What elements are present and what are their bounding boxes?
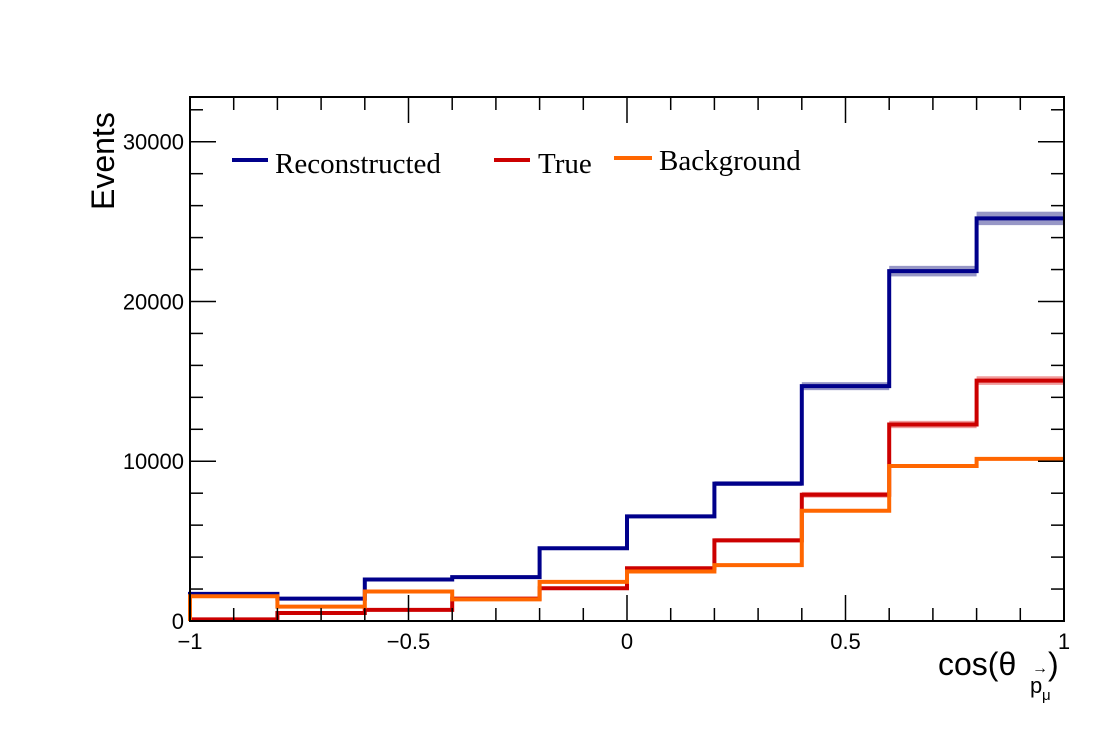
series-line-background: [188, 456, 1064, 621]
y-tick-label: 20000: [123, 289, 184, 314]
x-tick-label: −0.5: [387, 629, 430, 654]
y-axis-title: Events: [85, 112, 121, 210]
x-tick-label: −1: [177, 629, 202, 654]
x-axis-title-close: ): [1048, 646, 1059, 682]
x-axis-title-subscript: p: [1030, 673, 1042, 698]
legend-label-reconstructed: Reconstructed: [275, 148, 441, 180]
x-tick-label: 1: [1058, 629, 1070, 654]
y-tick-label: 10000: [123, 449, 184, 474]
series-lines: [188, 216, 1064, 622]
y-tick-label: 0: [172, 609, 184, 634]
x-tick-label: 0: [621, 629, 633, 654]
x-tick-label: 0.5: [830, 629, 861, 654]
tick-labels: −1 −0.5 0 0.5 1 0 10000 20000 30000: [123, 130, 1070, 654]
series-line-true: [188, 378, 1064, 622]
legend-label-true: True: [538, 148, 592, 180]
legend-label-background: Background: [659, 145, 801, 177]
x-axis-title-subsubscript: μ: [1042, 687, 1051, 704]
legend: Reconstructed True Background: [232, 145, 801, 180]
y-tick-label: 30000: [123, 130, 184, 155]
axis-ticks: [189, 97, 1065, 622]
series-line-reconstructed: [188, 216, 1064, 621]
x-axis-title-arrow: →: [1032, 660, 1048, 677]
x-axis-title: cos(θ: [938, 646, 1016, 682]
